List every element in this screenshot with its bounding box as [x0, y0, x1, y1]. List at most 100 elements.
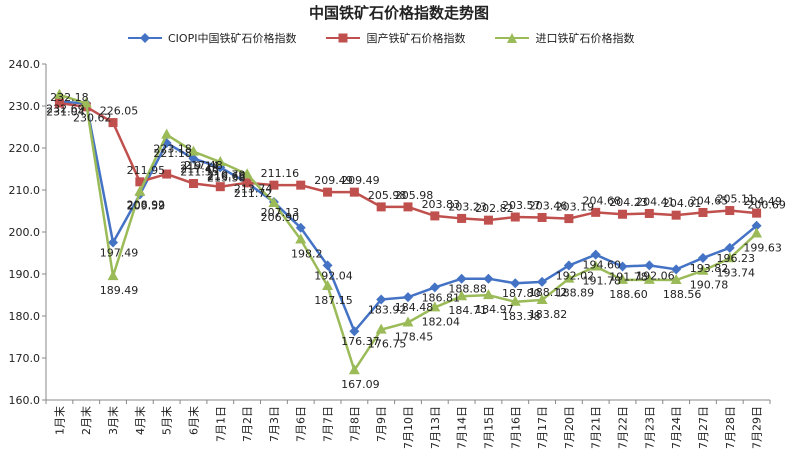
data-point-triangle [617, 273, 629, 284]
data-point-diamond [644, 260, 655, 271]
data-label: 193.74 [717, 266, 756, 279]
x-tick-label: 7月23日 [643, 406, 656, 449]
data-label: 203.83 [422, 198, 461, 211]
data-label: 203.46 [529, 199, 568, 212]
x-tick-label: 7月9日 [375, 406, 388, 442]
data-label: 217.48 [184, 159, 223, 172]
data-point-diamond [697, 252, 708, 263]
x-tick-label: 4月末 [133, 406, 147, 435]
data-point-diamond [510, 278, 521, 289]
data-label: 186.81 [422, 291, 461, 304]
x-tick-label: 7月15日 [482, 406, 495, 449]
data-point-triangle [134, 185, 146, 196]
data-label: 205.98 [395, 189, 434, 202]
data-point-square [430, 211, 440, 221]
data-label: 192.02 [556, 270, 595, 283]
data-label: 184.97 [475, 303, 514, 316]
data-point-triangle [456, 290, 468, 301]
data-point-triangle [80, 97, 92, 108]
data-label: 196.23 [717, 252, 756, 265]
x-tick-label: 7月24日 [670, 406, 683, 449]
data-point-square [376, 202, 386, 212]
data-point-diamond [671, 264, 682, 275]
y-tick-label: 180.0 [9, 310, 41, 323]
data-point-diamond [376, 294, 387, 305]
x-tick-label: 7月20日 [563, 406, 576, 449]
data-point-square [108, 118, 118, 128]
data-label: 219.14 [180, 160, 219, 173]
data-point-square [349, 187, 359, 197]
legend-label-import: 进口铁矿石价格指数 [535, 32, 635, 45]
data-point-diamond [403, 292, 413, 303]
data-point-square [188, 178, 198, 188]
x-tick-label: 1月末 [52, 406, 66, 435]
data-label: 213.74 [234, 182, 273, 195]
data-point-diamond [349, 326, 360, 337]
data-label: 192.06 [636, 269, 675, 282]
data-point-diamond [322, 260, 333, 271]
x-tick-label: 7月2日 [241, 406, 254, 442]
x-tick-label: 7月8日 [348, 406, 361, 442]
y-tick-label: 230.0 [9, 100, 41, 113]
data-label: 211.16 [261, 167, 300, 180]
data-point-diamond [456, 273, 467, 284]
data-label: 217.48 [180, 163, 219, 176]
data-label: 216.66 [207, 170, 246, 183]
data-label: 211.55 [180, 165, 219, 178]
data-point-triangle [53, 88, 65, 99]
data-label: 207.13 [261, 206, 300, 219]
data-point-square [215, 182, 225, 192]
data-label: 226.05 [100, 105, 139, 118]
data-point-triangle [536, 293, 548, 304]
data-point-triangle [375, 323, 387, 334]
data-point-square [725, 206, 735, 216]
data-point-triangle [563, 272, 575, 283]
data-label: 184.48 [395, 301, 434, 314]
data-point-triangle [509, 295, 521, 306]
x-tick-label: 7月6日 [295, 406, 308, 442]
data-label: 205.98 [368, 189, 407, 202]
data-point-triangle [295, 233, 307, 244]
data-label: 203.23 [448, 200, 487, 213]
legend-swatch-square-icon [326, 33, 361, 43]
data-point-square [457, 213, 467, 223]
x-tick-label: 5月末 [160, 406, 174, 435]
y-tick-label: 210.0 [9, 184, 41, 197]
data-label: 204.01 [663, 197, 702, 210]
legend-label-ciopi: CIOPI中国铁矿石价格指数 [168, 32, 297, 45]
x-tick-label: 7月1日 [214, 406, 227, 442]
data-point-triangle [268, 197, 280, 208]
data-label: 188.12 [529, 286, 568, 299]
data-point-triangle [697, 264, 709, 275]
data-label: 176.75 [368, 338, 407, 351]
data-label: 200.69 [747, 199, 786, 212]
data-label: 176.37 [341, 335, 380, 348]
legend-swatch-diamond-icon [128, 33, 162, 43]
x-tick-label: 7月29日 [751, 406, 764, 449]
data-point-square [162, 169, 172, 179]
data-label: 202.82 [475, 202, 514, 215]
data-label: 188.89 [556, 287, 595, 300]
data-point-diamond [724, 242, 735, 253]
data-label: 191.78 [582, 275, 621, 288]
data-point-triangle [590, 260, 602, 271]
data-label: 183.38 [502, 310, 541, 323]
data-label: 192.04 [314, 269, 353, 282]
x-tick-label: 7月7日 [322, 406, 335, 442]
data-label: 197.49 [100, 247, 139, 260]
data-label: 221.18 [153, 147, 192, 160]
data-label: 182.04 [422, 315, 461, 328]
data-point-diamond [537, 276, 548, 287]
data-point-square [483, 215, 493, 225]
data-point-square [671, 210, 681, 220]
data-point-diamond [429, 282, 440, 293]
data-point-triangle [348, 364, 360, 375]
data-label: 232.69 [46, 103, 85, 116]
legend-item-domestic: 国产铁矿石价格指数 [326, 30, 465, 46]
data-point-diamond [483, 273, 494, 284]
data-point-triangle [402, 316, 414, 327]
data-point-diamond [108, 237, 119, 248]
data-point-triangle [643, 273, 655, 284]
y-tick-label: 190.0 [9, 268, 41, 281]
